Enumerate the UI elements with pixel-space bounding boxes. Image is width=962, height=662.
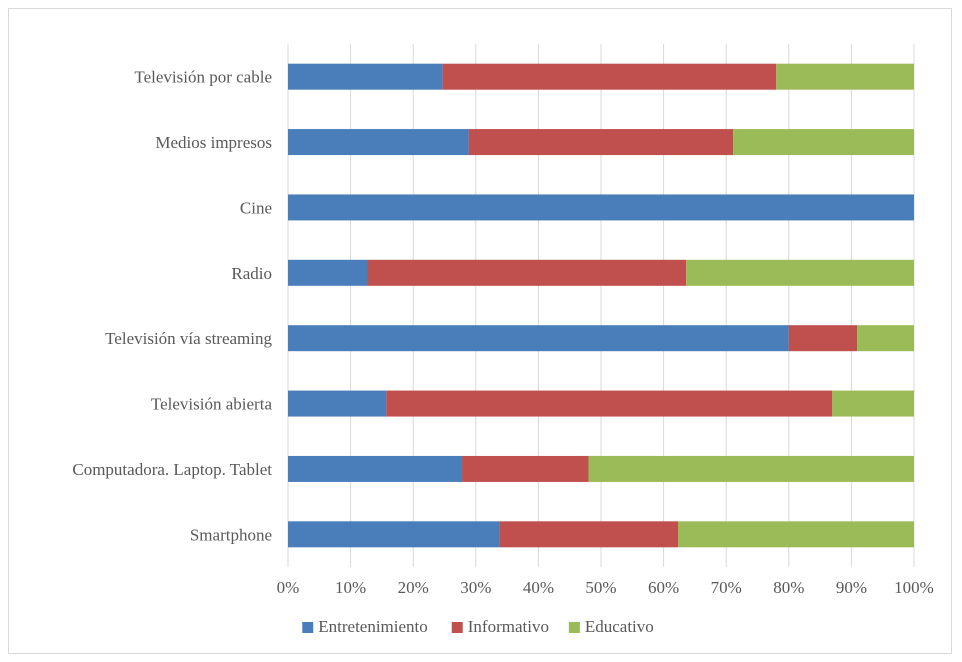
bar-segment <box>677 521 914 548</box>
x-tick-label: 20% <box>398 578 429 597</box>
legend-label: Entretenimiento <box>318 617 428 636</box>
bar-segment <box>686 259 914 286</box>
category-label: Medios impresos <box>155 133 272 152</box>
category-label: Televisión por cable <box>134 68 272 87</box>
chart-frame: Televisión por cable Medios impresos Cine R… <box>8 8 952 654</box>
bar-segment <box>733 129 914 156</box>
bar-segment <box>788 325 858 352</box>
bar-segment <box>288 63 443 90</box>
x-tick-label: 80% <box>773 578 804 597</box>
bar-segment <box>831 390 914 417</box>
x-tick-label: 60% <box>648 578 679 597</box>
legend-swatch <box>302 622 314 633</box>
bar-segment <box>288 194 914 221</box>
bar-segment <box>462 455 589 482</box>
bar-segment <box>499 521 678 548</box>
bar-segment <box>776 63 914 90</box>
gridlines <box>287 44 915 567</box>
legend-label: Informativo <box>468 617 549 636</box>
bar-segment <box>468 129 734 156</box>
bar-segment <box>288 455 463 482</box>
category-labels: Televisión por cable Medios impresos Cine R… <box>72 68 272 545</box>
x-tick-label: 50% <box>585 578 616 597</box>
bar-segment <box>588 455 914 482</box>
x-tick-label: 90% <box>836 578 867 597</box>
bar-segment <box>288 129 469 156</box>
category-label: Cine <box>240 198 272 217</box>
bars <box>288 63 914 548</box>
legend-swatch <box>451 622 463 633</box>
x-tick-label: 40% <box>523 578 554 597</box>
stacked-bar-chart: Televisión por cable Medios impresos Cine R… <box>72 44 934 636</box>
bar-segment <box>288 259 368 286</box>
x-tick-label: 30% <box>460 578 491 597</box>
x-tick-label: 10% <box>335 578 366 597</box>
bar-segment <box>288 521 500 548</box>
category-label: Computadora. Laptop. Tablet <box>72 460 272 479</box>
legend-swatch <box>568 622 580 633</box>
bar-segment <box>367 259 687 286</box>
x-tick-label: 100% <box>894 578 934 597</box>
x-tick-label: 70% <box>711 578 742 597</box>
x-tick-labels: 0% 10% 20% 30% 40% 50% 60% 70% 80% 90% 100% <box>277 578 934 597</box>
bar-segment <box>442 63 777 90</box>
category-label: Radio <box>231 264 272 283</box>
category-label: Televisión abierta <box>151 395 273 414</box>
bar-segment <box>288 390 387 417</box>
legend: Entretenimiento Informativo Educativo <box>302 617 654 636</box>
category-label: Televisión vía streaming <box>105 329 272 348</box>
bar-segment <box>386 390 832 417</box>
legend-label: Educativo <box>585 617 654 636</box>
category-label: Smartphone <box>190 525 272 544</box>
x-tick-label: 0% <box>277 578 300 597</box>
bar-segment <box>288 325 789 352</box>
bar-segment <box>857 325 914 352</box>
